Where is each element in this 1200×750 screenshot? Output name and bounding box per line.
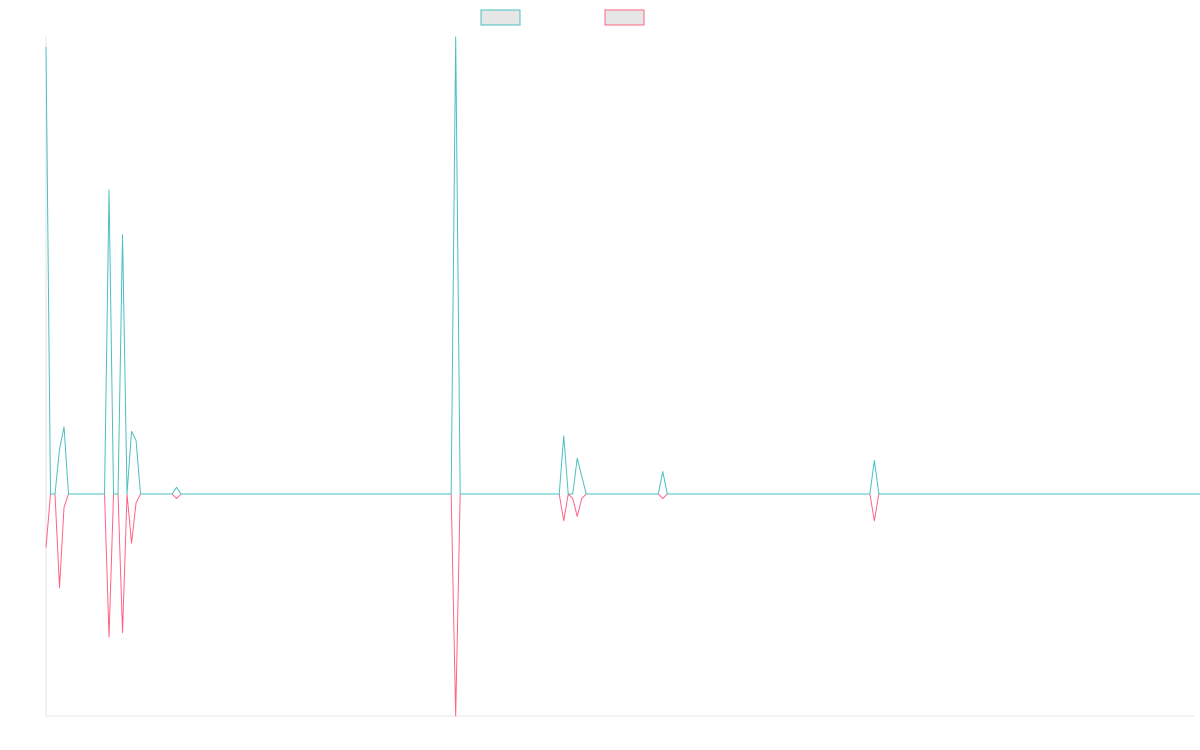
axes — [45, 37, 1194, 717]
legend-swatch-1[interactable] — [480, 9, 521, 26]
series-line-2 — [45, 493, 1200, 717]
series-layer — [45, 36, 1200, 717]
legend-swatch-2[interactable] — [604, 9, 645, 26]
series-line-1 — [45, 36, 1200, 495]
legend — [480, 9, 645, 26]
